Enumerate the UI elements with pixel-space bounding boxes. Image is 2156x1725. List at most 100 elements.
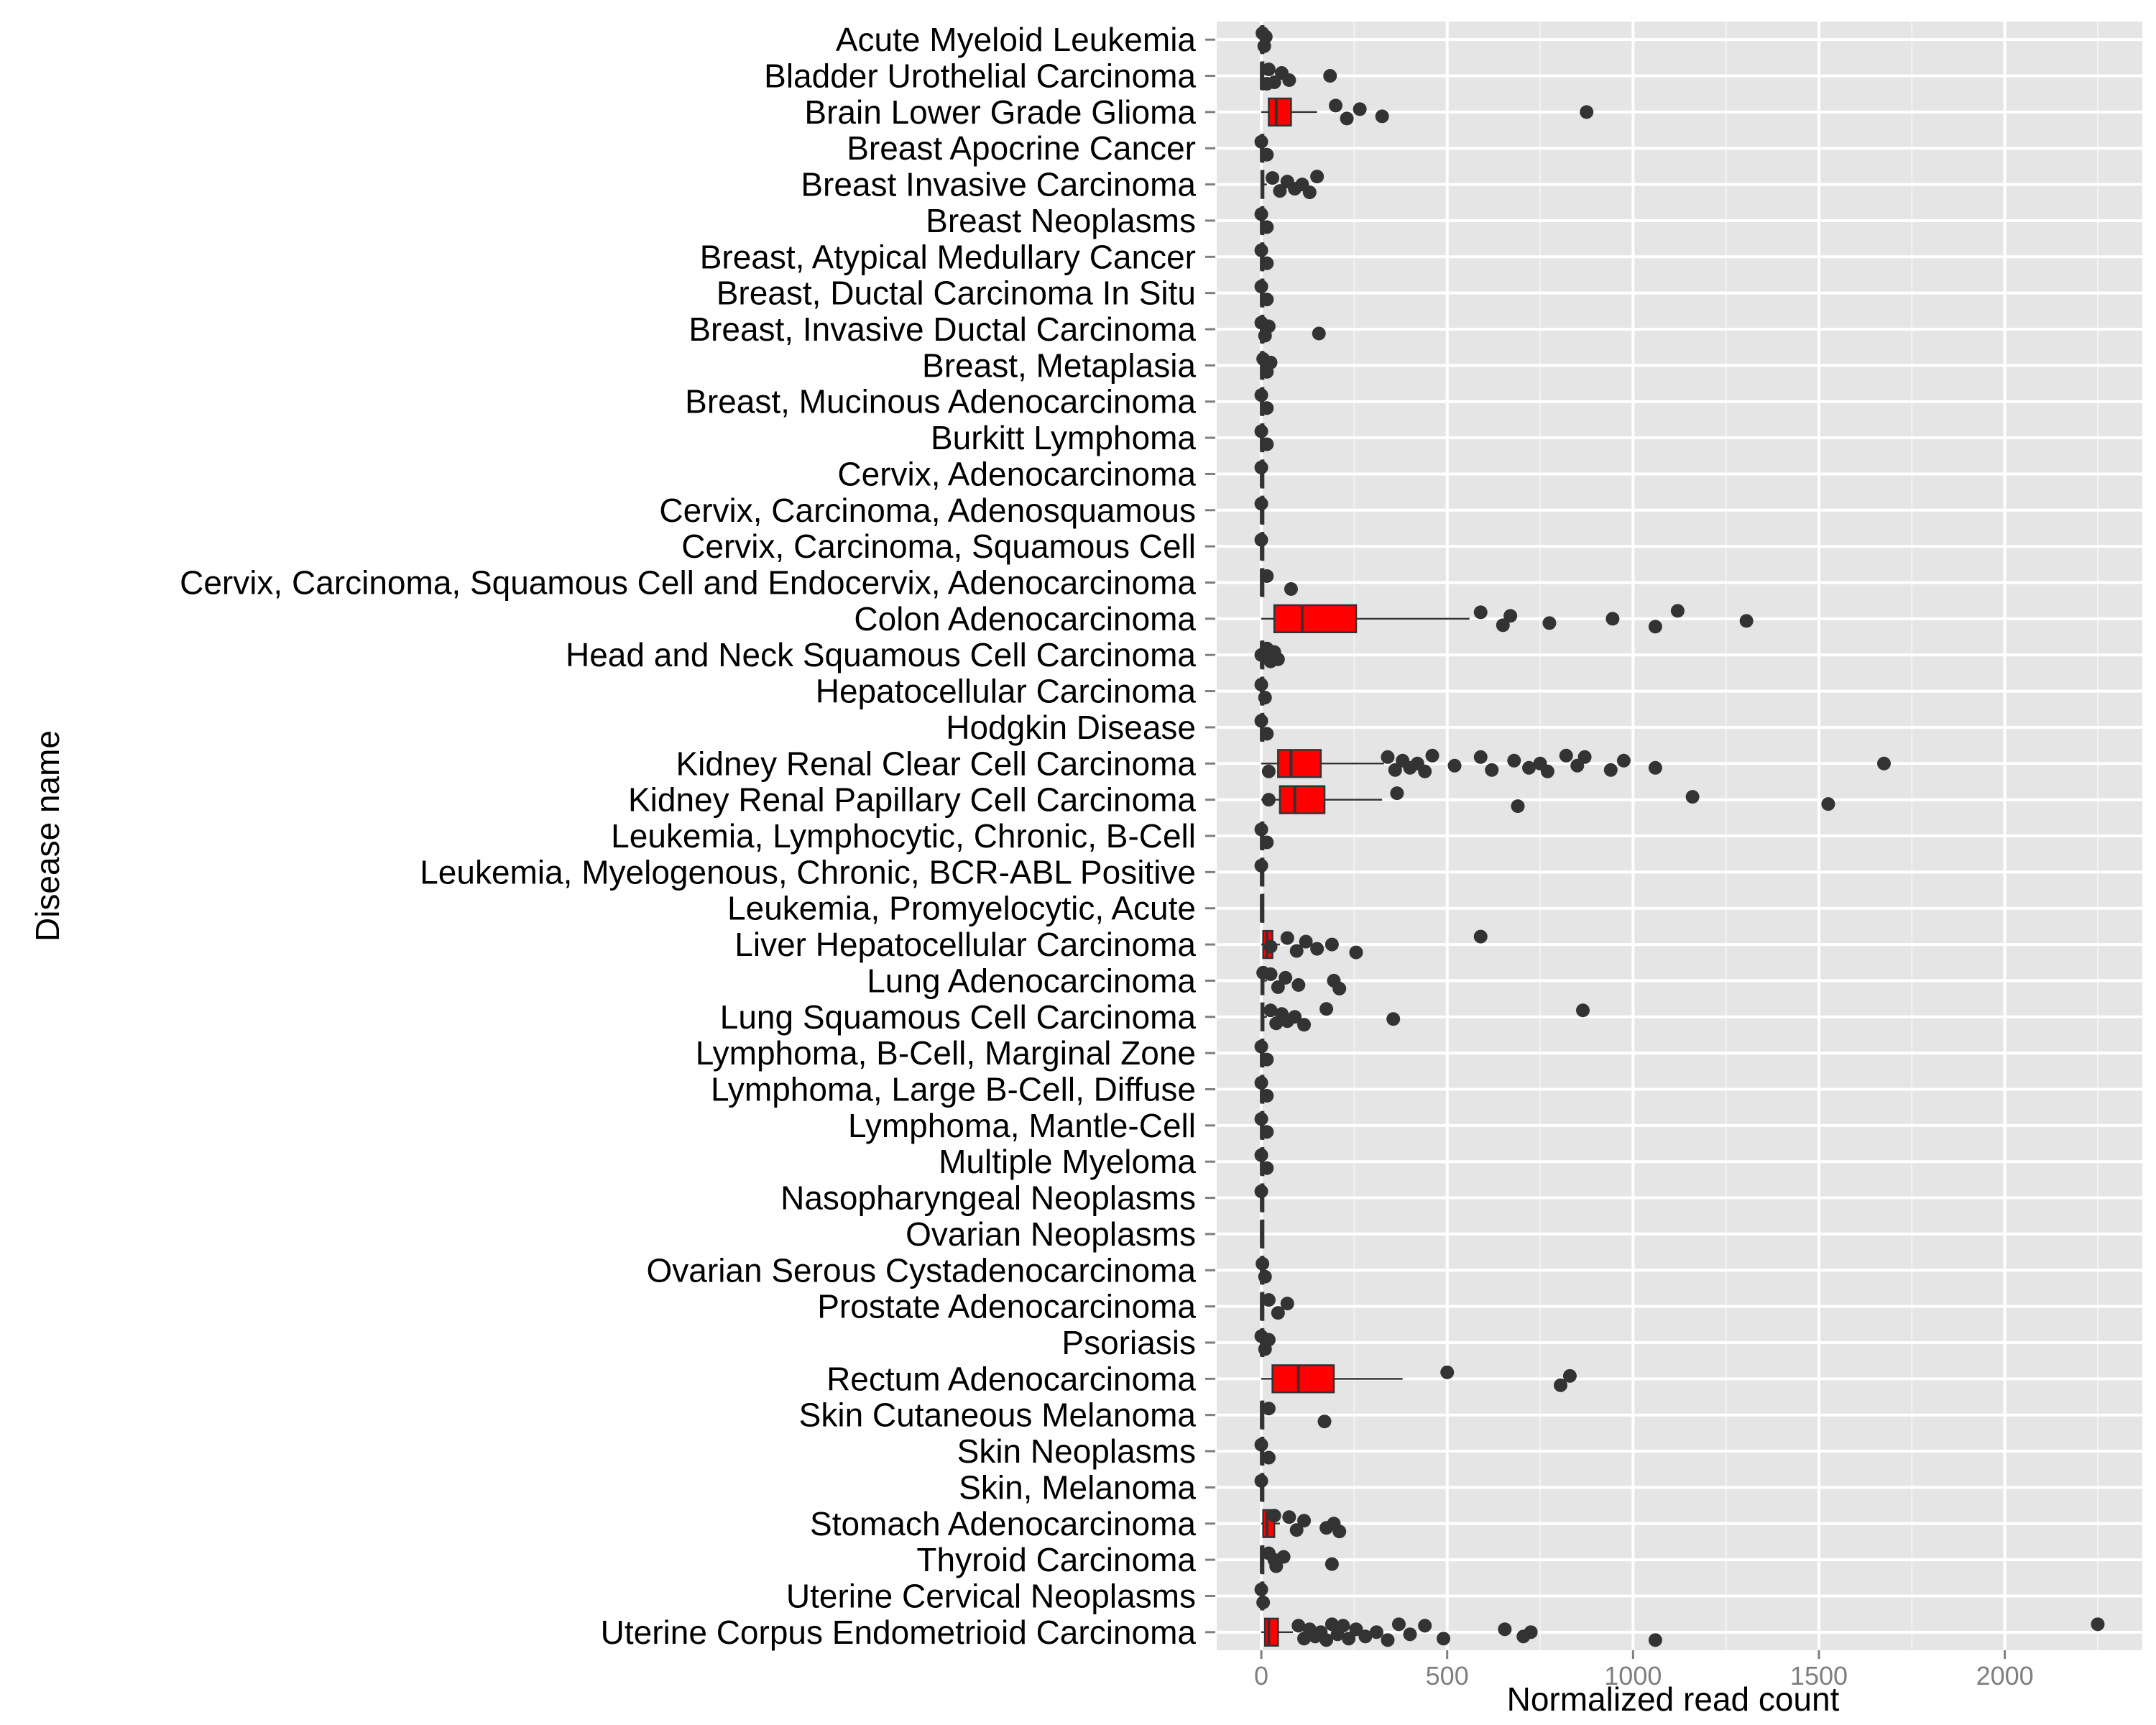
box-group <box>1254 1147 1274 1177</box>
outlier-point <box>1289 1523 1304 1537</box>
category-label: Ovarian Serous Cystadenocarcinoma <box>647 1251 1197 1289</box>
box-group <box>1254 1436 1276 1466</box>
outlier-point <box>1317 1414 1332 1429</box>
outlier-point <box>1473 605 1488 620</box>
category-label: Thyroid Carcinoma <box>916 1541 1196 1578</box>
outlier-point <box>1325 1557 1339 1571</box>
box-group <box>1256 351 1278 380</box>
outlier-point <box>1332 981 1347 995</box>
outlier-point <box>1260 1161 1274 1175</box>
box-iqr <box>1271 1364 1335 1394</box>
category-label: Breast, Metaplasia <box>922 346 1196 384</box>
box-group <box>1256 965 1347 995</box>
outlier-point <box>1254 1473 1268 1488</box>
outlier-point <box>1289 944 1304 958</box>
x-tick-label: 1000 <box>1604 1661 1662 1690</box>
category-label: Cervix, Adenocarcinoma <box>837 455 1196 492</box>
outlier-point <box>1580 105 1594 119</box>
category-label: Uterine Corpus Endometrioid Carcinoma <box>601 1614 1197 1651</box>
outlier-point <box>1254 134 1268 149</box>
category-label: Head and Neck Squamous Cell Carcinoma <box>566 636 1196 673</box>
outlier-point <box>1524 1625 1538 1639</box>
box-group <box>1254 423 1274 453</box>
box-group <box>1254 857 1268 887</box>
category-label: Liver Hepatocellular Carcinoma <box>734 926 1196 963</box>
outlier-point <box>1256 1256 1270 1271</box>
outlier-point <box>1254 1075 1268 1090</box>
outlier-point <box>1280 931 1294 945</box>
outlier-point <box>1271 980 1285 994</box>
outlier-point <box>1279 970 1293 985</box>
outlier-point <box>1261 1333 1276 1347</box>
outlier-point <box>1254 388 1268 402</box>
category-label: Breast, Ductal Carcinoma In Situ <box>717 275 1196 312</box>
category-label: Lymphoma, B-Cell, Marginal Zone <box>696 1034 1196 1072</box>
outlier-point <box>1302 185 1317 200</box>
outlier-point <box>1258 29 1273 44</box>
box-group <box>1254 676 1272 706</box>
category-label: Bladder Urothelial Carcinoma <box>764 58 1196 95</box>
box-group <box>1261 1364 1577 1394</box>
outlier-point <box>1254 1582 1268 1596</box>
outlier-point <box>1485 763 1499 777</box>
box-iqr <box>1268 97 1292 127</box>
outlier-point <box>1562 1368 1577 1383</box>
outlier-point <box>1473 929 1488 944</box>
outlier-point <box>1358 1629 1373 1644</box>
box-iqr <box>1279 785 1326 814</box>
outlier-point <box>1576 1003 1590 1018</box>
outlier-point <box>1739 614 1754 628</box>
outlier-point <box>1254 858 1268 873</box>
outlier-point <box>1260 1125 1274 1139</box>
outlier-point <box>1260 220 1274 234</box>
outlier-point <box>1388 763 1402 777</box>
category-label: Skin Cutaneous Melanoma <box>799 1397 1197 1434</box>
outlier-point <box>1325 1617 1339 1632</box>
outlier-point <box>1312 326 1326 341</box>
outlier-point <box>1425 748 1439 763</box>
outlier-point <box>1648 760 1662 775</box>
box-group <box>1254 1039 1274 1068</box>
box-group <box>1260 1219 1265 1249</box>
category-label: Nasopharyngeal Neoplasms <box>780 1179 1196 1217</box>
outlier-point <box>1267 1509 1281 1523</box>
outlier-point <box>1498 1622 1512 1637</box>
box-group <box>1254 1183 1268 1213</box>
outlier-point <box>1288 1010 1302 1024</box>
outlier-point <box>1282 73 1296 88</box>
category-label: Breast Neoplasms <box>926 202 1196 239</box>
outlier-point <box>1271 652 1285 666</box>
outlier-point <box>1648 1633 1662 1647</box>
category-label: Leukemia, Lymphocytic, Chronic, B-Cell <box>611 817 1196 855</box>
y-axis-title: Disease name <box>29 730 66 942</box>
outlier-point <box>1260 569 1274 584</box>
box-group <box>1260 1292 1294 1321</box>
category-label: Lung Squamous Cell Carcinoma <box>720 998 1197 1036</box>
outlier-point <box>1254 497 1268 511</box>
category-label: Leukemia, Promyelocytic, Acute <box>727 890 1196 927</box>
box-group <box>1254 1473 1268 1502</box>
x-tick-label: 500 <box>1426 1661 1469 1690</box>
outlier-point <box>1267 1552 1281 1567</box>
outlier-point <box>1260 77 1274 91</box>
x-tick-label: 2000 <box>1976 1661 2034 1690</box>
box-group <box>1254 495 1268 525</box>
category-label: Cervix, Carcinoma, Adenosquamous <box>659 492 1196 529</box>
category-label: Rectum Adenocarcinoma <box>826 1360 1196 1397</box>
box-group <box>1260 568 1298 597</box>
outlier-point <box>1876 756 1891 770</box>
outlier-point <box>1336 1619 1350 1633</box>
outlier-point <box>1369 1625 1383 1639</box>
box-group <box>1254 206 1274 236</box>
outlier-point <box>1299 934 1313 949</box>
box-group <box>1254 532 1268 561</box>
outlier-point <box>1325 937 1339 952</box>
outlier-point <box>1256 965 1271 980</box>
category-label: Hodgkin Disease <box>946 709 1196 746</box>
outlier-point <box>1496 618 1510 632</box>
box-group <box>1254 1581 1271 1611</box>
outlier-point <box>1821 797 1835 811</box>
box-group <box>1254 459 1268 489</box>
